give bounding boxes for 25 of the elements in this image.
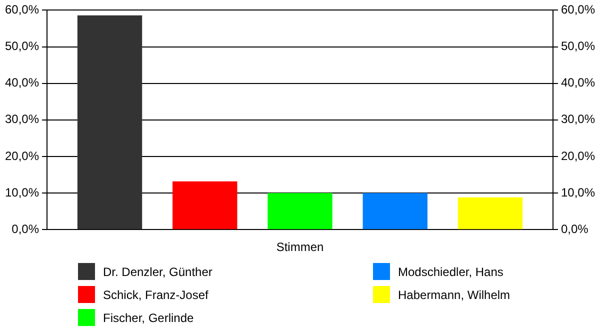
y-tick-label: 0,0%	[12, 222, 40, 236]
legend-label: Habermann, Wilhelm	[398, 288, 510, 302]
bar	[268, 193, 332, 230]
bar	[362, 193, 428, 230]
text: 50,0%	[560, 39, 596, 54]
y-tick-label: 40,0%	[4, 76, 40, 90]
y-tick-label: 60,0%	[4, 2, 40, 17]
legend-label: Fischer, Gerlinde	[103, 310, 194, 324]
y-tick-label: 20,0%	[4, 148, 40, 163]
legend-label: Schick, Franz-Josef	[103, 288, 208, 302]
bar	[77, 15, 142, 230]
legend-label: Dr. Denzler, Günther	[103, 264, 212, 278]
y-tick-label: 50,0%	[4, 39, 40, 54]
text: 0,0%	[560, 222, 588, 236]
x-tick-label: Stimmen	[276, 240, 324, 254]
text: 10,0%	[560, 185, 596, 200]
text: 30,0%	[560, 112, 596, 126]
text: 40,0%	[560, 76, 596, 90]
bar	[458, 197, 523, 230]
y-tick-label: 30,0%	[4, 112, 40, 126]
bar	[172, 181, 238, 230]
legend-label: Modschiedler, Hans	[398, 264, 504, 278]
y-tick-label: 10,0%	[4, 185, 40, 200]
text: 60,0%	[560, 2, 596, 17]
text: 20,0%	[560, 148, 596, 163]
